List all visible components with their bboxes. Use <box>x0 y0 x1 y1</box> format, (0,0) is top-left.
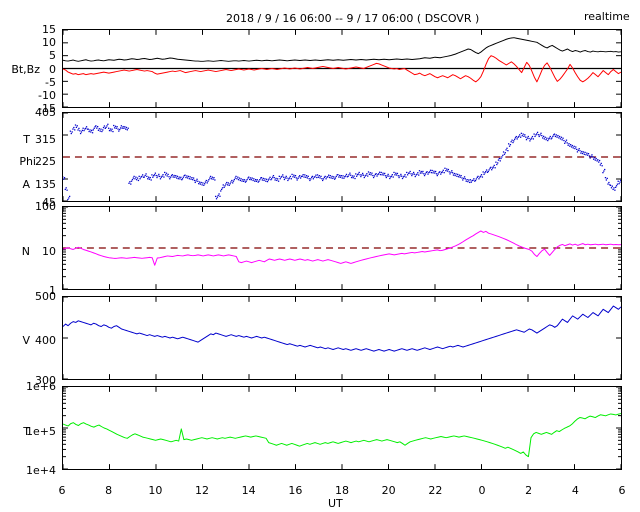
xtick-12-3: 12 <box>195 484 209 497</box>
ytick-phi-225: 225 <box>35 155 56 168</box>
ytick-phi-405: 405 <box>35 106 56 119</box>
ytick-bt-m10: -10 <box>38 89 56 102</box>
realtime-label: realtime <box>584 10 630 23</box>
ytick-t-1e4: 1e+4 <box>26 464 56 477</box>
xtick-16-5: 16 <box>288 484 303 497</box>
panel-phi <box>62 112 622 202</box>
ytick-bt-m5: -5 <box>45 76 56 89</box>
ytick-n-1: 1 <box>49 284 56 297</box>
ytick-bt-m15: -15 <box>38 102 56 115</box>
panel-bt-bz-plot <box>63 30 621 107</box>
axis-label-density: N <box>21 245 30 258</box>
ytick-phi-135: 135 <box>35 178 56 191</box>
axis-label-phi-t: T <box>23 133 30 146</box>
axis-label-phi: Phi <box>19 155 36 168</box>
ytick-bt-0: 0 <box>49 63 56 76</box>
ytick-bt-10: 10 <box>42 36 56 49</box>
xtick-6-0: 6 <box>58 484 66 497</box>
ytick-v-300: 300 <box>35 374 56 387</box>
xtick-2-10: 2 <box>525 484 533 497</box>
ytick-n-10: 10 <box>42 245 56 258</box>
x-axis-label: UT <box>328 497 343 510</box>
axis-label-bt-bz: Bt,Bz <box>11 63 40 76</box>
xtick-18-6: 18 <box>335 484 349 497</box>
xtick-8-1: 8 <box>105 484 113 497</box>
panel-velocity <box>62 296 622 380</box>
xtick-4-11: 4 <box>571 484 579 497</box>
xtick-22-8: 22 <box>428 484 443 497</box>
ytick-t-1e5: 1e+5 <box>26 425 56 438</box>
chart-title: 2018 / 9 / 16 06:00 -- 9 / 17 06:00 ( DS… <box>226 12 480 25</box>
panel-density <box>62 206 622 290</box>
ytick-bt-5: 5 <box>49 49 56 62</box>
ytick-v-500: 500 <box>35 290 56 303</box>
xtick-0-9: 0 <box>478 484 486 497</box>
axis-label-temperature: T <box>23 425 30 438</box>
ytick-bt-15: 15 <box>42 23 56 36</box>
panel-velocity-plot <box>63 297 621 379</box>
panel-temperature-plot <box>63 387 621 469</box>
panel-density-plot <box>63 207 621 289</box>
panel-temperature <box>62 386 622 470</box>
ytick-v-400: 400 <box>35 334 56 347</box>
xtick-14-4: 14 <box>241 484 256 497</box>
ytick-t-1e6: 1e+6 <box>26 380 56 393</box>
axis-label-velocity: V <box>22 334 30 347</box>
ytick-phi-45: 45 <box>42 196 56 209</box>
xtick-10-2: 10 <box>148 484 163 497</box>
panel-phi-plot <box>63 113 621 201</box>
axis-label-phi-a: A <box>22 178 30 191</box>
xtick-6-12: 6 <box>618 484 626 497</box>
ytick-phi-315: 315 <box>35 133 56 146</box>
ytick-n-100: 100 <box>35 200 56 213</box>
panel-bt-bz <box>62 29 622 108</box>
xtick-20-7: 20 <box>381 484 396 497</box>
